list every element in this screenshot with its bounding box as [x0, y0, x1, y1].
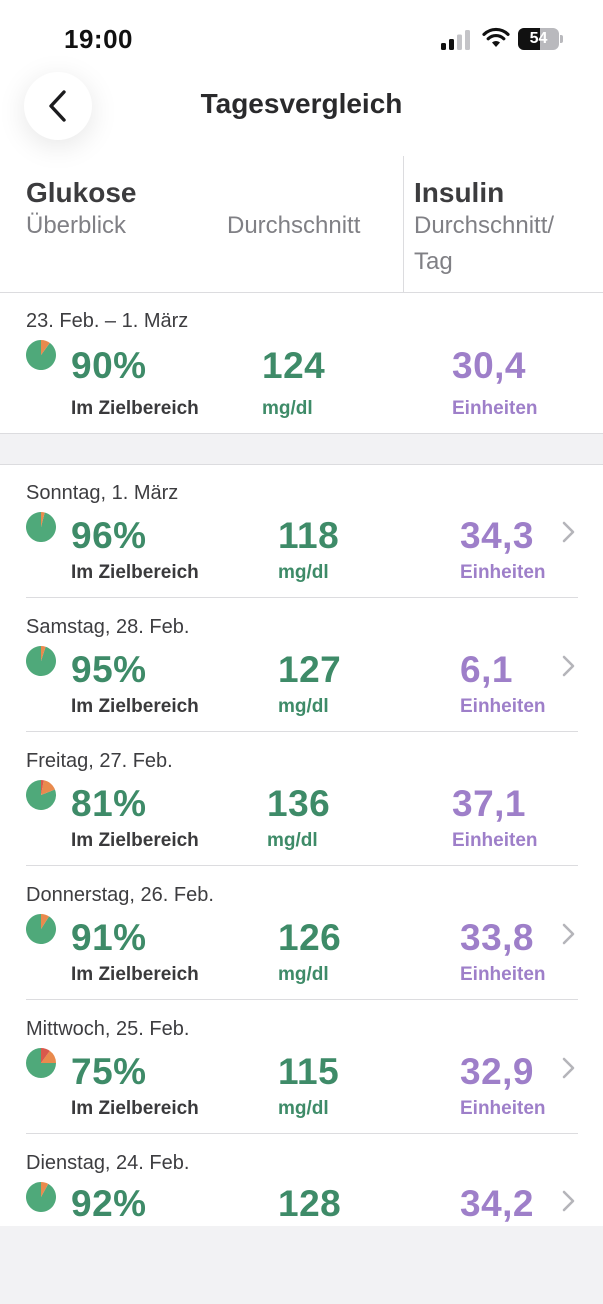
insulin-value: 32,9 [460, 1051, 535, 1092]
row-divider [26, 731, 578, 732]
average-glucose: 128 [278, 1183, 342, 1224]
chevron-right-icon [562, 521, 575, 543]
chevron-right-icon [562, 1190, 575, 1212]
row-divider [26, 999, 578, 1000]
summary-date-range: 23. Feb. – 1. März [26, 310, 189, 332]
battery-icon: 54 [518, 28, 564, 50]
day-date: Samstag, 28. Feb. [26, 616, 190, 638]
insulin-header: Insulin [414, 177, 505, 208]
day-date: Sonntag, 1. März [26, 482, 179, 504]
bottom-background [0, 1226, 603, 1304]
in-range-label: Im Zielbereich [71, 964, 199, 985]
in-range-percent: 96% [71, 515, 147, 556]
insulin-unit: Einheiten [460, 964, 546, 985]
insulin-value: 6,1 [460, 649, 513, 690]
average-unit: mg/dl [278, 1098, 329, 1119]
status-time: 19:00 [64, 24, 133, 54]
insulin-sub-label-2: Tag [414, 248, 453, 275]
column-divider [403, 156, 404, 293]
day-row[interactable]: Donnerstag, 26. Feb. 91% Im Zielbereich … [0, 867, 603, 1001]
average-glucose: 127 [278, 649, 342, 690]
row-divider [26, 1133, 578, 1134]
divider [0, 292, 603, 293]
insulin-unit: Einheiten [452, 830, 538, 851]
in-range-percent: 81% [71, 783, 147, 824]
in-range-percent: 95% [71, 649, 147, 690]
summary-insulin: 30,4 [452, 345, 527, 386]
day-date: Donnerstag, 26. Feb. [26, 884, 214, 906]
summary-average-glucose: 124 [262, 345, 326, 386]
page-title: Tagesvergleich [200, 88, 403, 119]
summary-in-range-label: Im Zielbereich [71, 398, 199, 419]
summary-row: 23. Feb. – 1. März 90% Im Zielbereich 12… [0, 293, 603, 427]
average-glucose: 115 [278, 1051, 340, 1092]
insulin-unit: Einheiten [460, 562, 546, 583]
in-range-percent: 91% [71, 917, 147, 958]
ueberblick-label: Überblick [26, 212, 127, 239]
section-separator [0, 433, 603, 465]
day-row[interactable]: Freitag, 27. Feb. 81% Im Zielbereich 136… [0, 733, 603, 867]
row-divider [26, 597, 578, 598]
average-unit: mg/dl [278, 964, 329, 985]
average-glucose: 136 [267, 783, 331, 824]
chevron-left-icon [49, 90, 66, 122]
time-in-range-pie-icon [26, 914, 56, 944]
average-unit: mg/dl [278, 696, 329, 717]
in-range-label: Im Zielbereich [71, 1098, 199, 1119]
average-glucose: 126 [278, 917, 342, 958]
cellular-signal-icon [441, 30, 470, 50]
row-divider [26, 865, 578, 866]
time-in-range-pie-icon [26, 1182, 56, 1212]
insulin-value: 33,8 [460, 917, 535, 958]
in-range-percent: 92% [71, 1183, 147, 1224]
time-in-range-pie-icon [26, 1048, 56, 1078]
insulin-unit: Einheiten [460, 1098, 546, 1119]
day-row[interactable]: Samstag, 28. Feb. 95% Im Zielbereich 127… [0, 599, 603, 733]
day-date: Freitag, 27. Feb. [26, 750, 173, 772]
day-row[interactable]: Sonntag, 1. März 96% Im Zielbereich 118 … [0, 465, 603, 599]
time-in-range-pie-icon [26, 780, 56, 810]
insulin-value: 34,2 [460, 1183, 535, 1224]
durchschnitt-label: Durchschnitt [227, 212, 361, 239]
day-row[interactable]: Dienstag, 24. Feb. 92% 128 34,2 [0, 1135, 603, 1226]
chevron-right-icon [562, 655, 575, 677]
insulin-value: 34,3 [460, 515, 535, 556]
wifi-icon [482, 27, 510, 47]
day-date: Dienstag, 24. Feb. [26, 1152, 190, 1174]
time-in-range-pie-icon [26, 340, 56, 370]
battery-level: 54 [529, 30, 548, 47]
day-row[interactable]: Mittwoch, 25. Feb. 75% Im Zielbereich 11… [0, 1001, 603, 1135]
average-unit: mg/dl [278, 562, 329, 583]
summary-insulin-unit: Einheiten [452, 398, 538, 419]
average-glucose: 118 [278, 515, 340, 556]
in-range-label: Im Zielbereich [71, 562, 199, 583]
back-button[interactable] [24, 72, 92, 140]
time-in-range-pie-icon [26, 646, 56, 676]
in-range-label: Im Zielbereich [71, 830, 199, 851]
time-in-range-pie-icon [26, 512, 56, 542]
summary-in-range-percent: 90% [71, 345, 147, 386]
in-range-percent: 75% [71, 1051, 147, 1092]
chevron-right-icon [562, 923, 575, 945]
insulin-sub-label: Durchschnitt/ [414, 212, 555, 239]
in-range-label: Im Zielbereich [71, 696, 199, 717]
screen: 19:00 54 Tagesvergleich Glukose Überblic… [0, 0, 603, 1226]
insulin-unit: Einheiten [460, 696, 546, 717]
day-date: Mittwoch, 25. Feb. [26, 1018, 190, 1040]
glukose-header: Glukose [26, 177, 137, 208]
insulin-value: 37,1 [452, 783, 527, 824]
chevron-right-icon [562, 1057, 575, 1079]
average-unit: mg/dl [267, 830, 318, 851]
summary-average-unit: mg/dl [262, 398, 313, 419]
